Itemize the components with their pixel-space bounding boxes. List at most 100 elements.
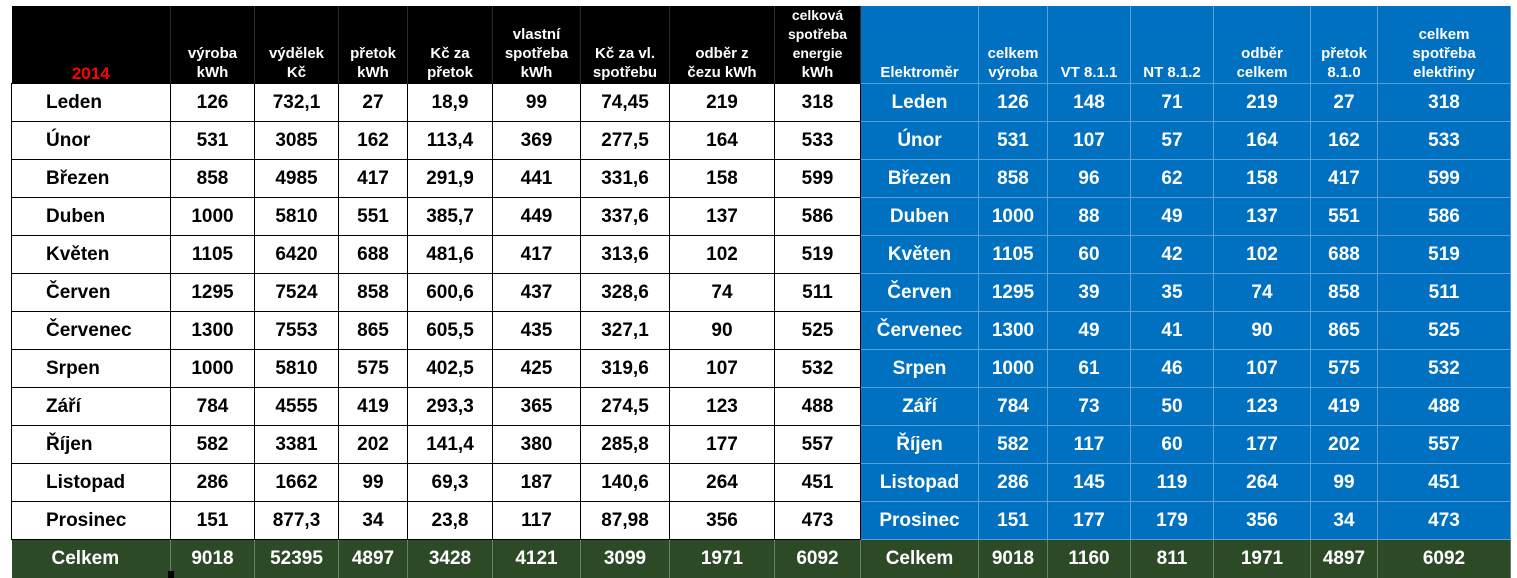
value-cell[interactable]: 858 <box>338 273 408 312</box>
value-cell[interactable]: 858 <box>170 159 255 198</box>
value-cell[interactable]: 1000 <box>170 349 255 388</box>
meter-value-cell[interactable]: 151 <box>978 501 1048 540</box>
value-cell[interactable]: 337,6 <box>580 197 670 236</box>
value-cell[interactable]: 425 <box>492 349 581 388</box>
value-cell[interactable]: 202 <box>338 425 408 464</box>
meter-value-cell[interactable]: 137 <box>1213 197 1311 236</box>
meter-value-cell[interactable]: 219 <box>1213 83 1311 122</box>
meter-total-label-cell[interactable]: Celkem <box>860 539 979 578</box>
meter-value-cell[interactable]: 858 <box>1310 273 1378 312</box>
meter-value-cell[interactable]: 1000 <box>978 197 1048 236</box>
total-value-cell[interactable]: 6092 <box>774 539 861 578</box>
meter-total-value-cell[interactable]: 811 <box>1130 539 1214 578</box>
value-cell[interactable]: 151 <box>170 501 255 540</box>
meter-value-cell[interactable]: 35 <box>1130 273 1214 312</box>
value-cell[interactable]: 519 <box>774 235 861 274</box>
meter-value-cell[interactable]: 286 <box>978 463 1048 502</box>
value-cell[interactable]: 525 <box>774 311 861 350</box>
value-cell[interactable]: 877,3 <box>254 501 339 540</box>
value-cell[interactable]: 187 <box>492 463 581 502</box>
value-cell[interactable]: 177 <box>669 425 775 464</box>
meter-value-cell[interactable]: 419 <box>1310 387 1378 426</box>
value-cell[interactable]: 107 <box>669 349 775 388</box>
meter-value-cell[interactable]: 511 <box>1377 273 1511 312</box>
value-cell[interactable]: 123 <box>669 387 775 426</box>
value-cell[interactable]: 90 <box>669 311 775 350</box>
meter-month-cell[interactable]: Březen <box>860 159 979 198</box>
meter-month-cell[interactable]: Listopad <box>860 463 979 502</box>
meter-month-cell[interactable]: Květen <box>860 235 979 274</box>
month-cell[interactable]: Červenec <box>11 311 171 350</box>
meter-month-cell[interactable]: Leden <box>860 83 979 122</box>
value-cell[interactable]: 417 <box>338 159 408 198</box>
meter-value-cell[interactable]: 1300 <box>978 311 1048 350</box>
meter-value-cell[interactable]: 177 <box>1047 501 1131 540</box>
meter-value-cell[interactable]: 126 <box>978 83 1048 122</box>
meter-value-cell[interactable]: 57 <box>1130 121 1214 160</box>
value-cell[interactable]: 331,6 <box>580 159 670 198</box>
meter-value-cell[interactable]: 582 <box>978 425 1048 464</box>
value-cell[interactable]: 4555 <box>254 387 339 426</box>
value-cell[interactable]: 473 <box>774 501 861 540</box>
value-cell[interactable]: 451 <box>774 463 861 502</box>
meter-value-cell[interactable]: 42 <box>1130 235 1214 274</box>
value-cell[interactable]: 599 <box>774 159 861 198</box>
meter-value-cell[interactable]: 71 <box>1130 83 1214 122</box>
meter-value-cell[interactable]: 46 <box>1130 349 1214 388</box>
meter-value-cell[interactable]: 1000 <box>978 349 1048 388</box>
meter-value-cell[interactable]: 49 <box>1047 311 1131 350</box>
meter-value-cell[interactable]: 533 <box>1377 121 1511 160</box>
value-cell[interactable]: 531 <box>170 121 255 160</box>
meter-month-cell[interactable]: Září <box>860 387 979 426</box>
value-cell[interactable]: 141,4 <box>407 425 493 464</box>
value-cell[interactable]: 99 <box>338 463 408 502</box>
value-cell[interactable]: 551 <box>338 197 408 236</box>
meter-value-cell[interactable]: 107 <box>1047 121 1131 160</box>
meter-value-cell[interactable]: 551 <box>1310 197 1378 236</box>
meter-total-value-cell[interactable]: 9018 <box>978 539 1048 578</box>
value-cell[interactable]: 435 <box>492 311 581 350</box>
meter-value-cell[interactable]: 417 <box>1310 159 1378 198</box>
value-cell[interactable]: 481,6 <box>407 235 493 274</box>
total-label-cell[interactable]: Celkem <box>11 539 171 578</box>
value-cell[interactable]: 74 <box>669 273 775 312</box>
value-cell[interactable]: 449 <box>492 197 581 236</box>
value-cell[interactable]: 1295 <box>170 273 255 312</box>
meter-total-value-cell[interactable]: 1160 <box>1047 539 1131 578</box>
month-cell[interactable]: Prosinec <box>11 501 171 540</box>
value-cell[interactable]: 277,5 <box>580 121 670 160</box>
meter-month-cell[interactable]: Srpen <box>860 349 979 388</box>
value-cell[interactable]: 417 <box>492 235 581 274</box>
value-cell[interactable]: 69,3 <box>407 463 493 502</box>
meter-total-value-cell[interactable]: 6092 <box>1377 539 1511 578</box>
meter-value-cell[interactable]: 865 <box>1310 311 1378 350</box>
meter-value-cell[interactable]: 473 <box>1377 501 1511 540</box>
value-cell[interactable]: 164 <box>669 121 775 160</box>
value-cell[interactable]: 102 <box>669 235 775 274</box>
value-cell[interactable]: 264 <box>669 463 775 502</box>
value-cell[interactable]: 87,98 <box>580 501 670 540</box>
meter-value-cell[interactable]: 49 <box>1130 197 1214 236</box>
month-cell[interactable]: Duben <box>11 197 171 236</box>
meter-month-cell[interactable]: Červen <box>860 273 979 312</box>
meter-value-cell[interactable]: 162 <box>1310 121 1378 160</box>
value-cell[interactable]: 575 <box>338 349 408 388</box>
value-cell[interactable]: 356 <box>669 501 775 540</box>
month-cell[interactable]: Září <box>11 387 171 426</box>
total-value-cell[interactable]: 4897 <box>338 539 408 578</box>
meter-month-cell[interactable]: Říjen <box>860 425 979 464</box>
meter-value-cell[interactable]: 164 <box>1213 121 1311 160</box>
value-cell[interactable]: 18,9 <box>407 83 493 122</box>
value-cell[interactable]: 319,6 <box>580 349 670 388</box>
meter-value-cell[interactable]: 202 <box>1310 425 1378 464</box>
meter-value-cell[interactable]: 90 <box>1213 311 1311 350</box>
value-cell[interactable]: 285,8 <box>580 425 670 464</box>
meter-value-cell[interactable]: 117 <box>1047 425 1131 464</box>
month-cell[interactable]: Leden <box>11 83 171 122</box>
value-cell[interactable]: 3381 <box>254 425 339 464</box>
total-value-cell[interactable]: 9018 <box>170 539 255 578</box>
value-cell[interactable]: 219 <box>669 83 775 122</box>
value-cell[interactable]: 586 <box>774 197 861 236</box>
meter-value-cell[interactable]: 1295 <box>978 273 1048 312</box>
meter-value-cell[interactable]: 41 <box>1130 311 1214 350</box>
